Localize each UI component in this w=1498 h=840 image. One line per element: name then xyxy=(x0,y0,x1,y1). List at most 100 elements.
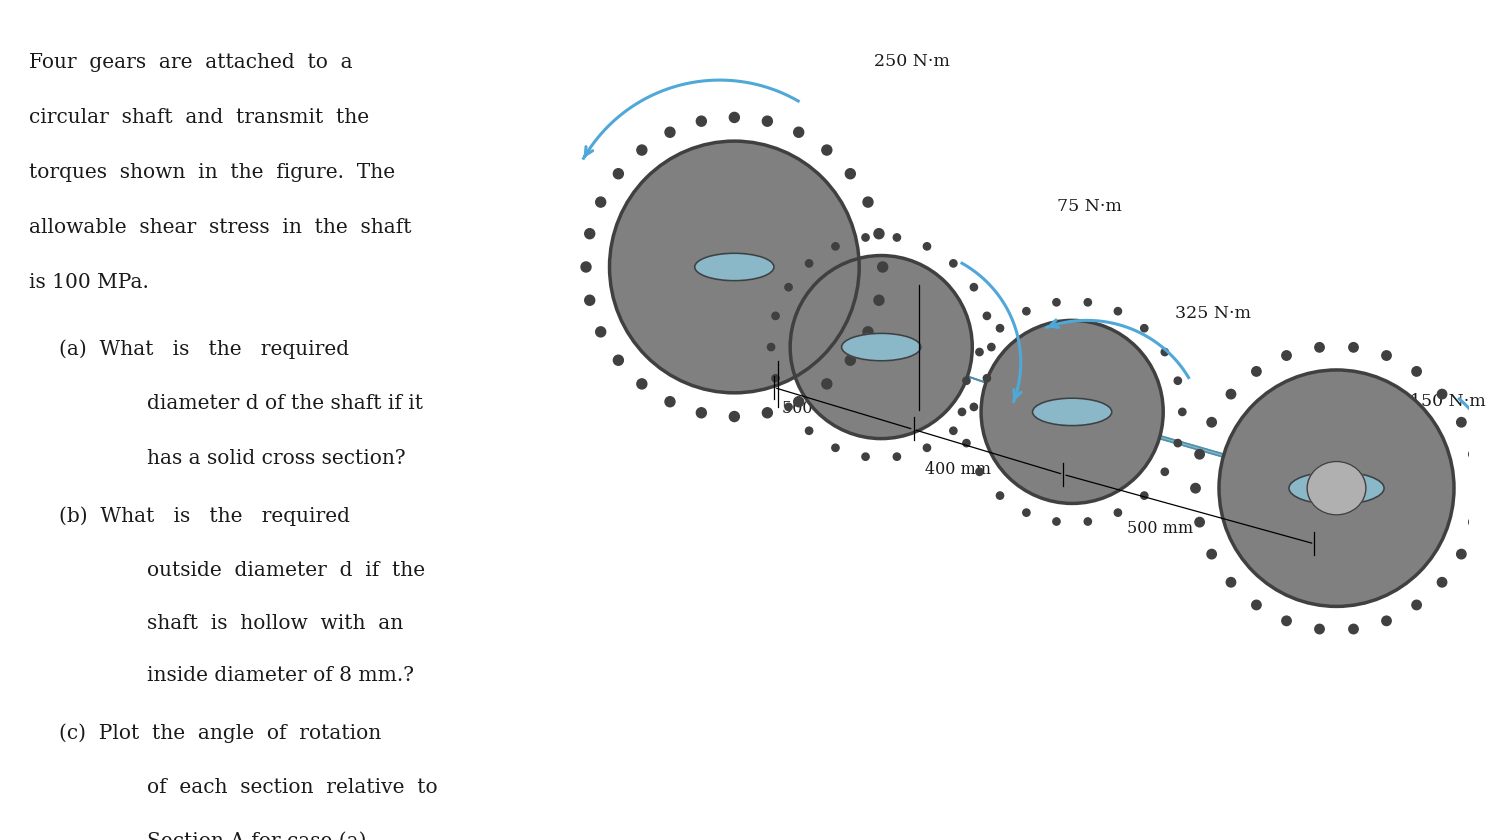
Ellipse shape xyxy=(863,197,873,207)
Ellipse shape xyxy=(996,492,1004,499)
Ellipse shape xyxy=(1085,517,1092,525)
Ellipse shape xyxy=(1252,367,1261,376)
Ellipse shape xyxy=(983,312,990,319)
Ellipse shape xyxy=(789,255,972,438)
Ellipse shape xyxy=(861,453,869,460)
Text: allowable  shear  stress  in  the  shaft: allowable shear stress in the shaft xyxy=(30,218,412,237)
Ellipse shape xyxy=(1174,377,1182,385)
Ellipse shape xyxy=(845,355,855,365)
Ellipse shape xyxy=(1161,349,1168,355)
Text: (c)  Plot  the  angle  of  rotation: (c) Plot the angle of rotation xyxy=(58,723,380,743)
Ellipse shape xyxy=(987,344,995,351)
Ellipse shape xyxy=(637,145,647,155)
Ellipse shape xyxy=(1053,299,1061,306)
Ellipse shape xyxy=(878,262,888,272)
Ellipse shape xyxy=(730,412,740,422)
Ellipse shape xyxy=(1315,343,1324,352)
Ellipse shape xyxy=(981,320,1164,503)
Ellipse shape xyxy=(637,379,647,389)
Polygon shape xyxy=(855,338,1098,421)
Ellipse shape xyxy=(873,228,884,239)
Ellipse shape xyxy=(1288,472,1384,505)
Ellipse shape xyxy=(613,355,623,365)
Polygon shape xyxy=(1046,402,1363,497)
Ellipse shape xyxy=(1023,307,1031,315)
Text: 500 mm: 500 mm xyxy=(1126,520,1194,538)
Ellipse shape xyxy=(1252,601,1261,610)
Ellipse shape xyxy=(1195,449,1204,459)
Ellipse shape xyxy=(1179,408,1186,416)
Ellipse shape xyxy=(1032,398,1112,426)
Ellipse shape xyxy=(1227,578,1236,587)
Ellipse shape xyxy=(785,403,792,411)
Ellipse shape xyxy=(1438,390,1447,399)
Ellipse shape xyxy=(1282,351,1291,360)
Ellipse shape xyxy=(1161,468,1168,475)
Ellipse shape xyxy=(923,243,930,250)
Ellipse shape xyxy=(1115,307,1122,315)
Ellipse shape xyxy=(963,439,971,447)
Text: 325 N·m: 325 N·m xyxy=(1174,305,1251,322)
Ellipse shape xyxy=(863,327,873,337)
Ellipse shape xyxy=(785,284,792,291)
Ellipse shape xyxy=(971,284,978,291)
Ellipse shape xyxy=(1219,370,1455,606)
Ellipse shape xyxy=(1413,367,1422,376)
Text: D: D xyxy=(1366,453,1381,470)
Ellipse shape xyxy=(822,145,831,155)
Ellipse shape xyxy=(1468,449,1479,459)
Ellipse shape xyxy=(893,234,900,241)
Ellipse shape xyxy=(767,344,774,351)
Text: outside  diameter  d  if  the: outside diameter d if the xyxy=(147,561,425,580)
Ellipse shape xyxy=(1456,417,1467,427)
Text: Section A for case (a).: Section A for case (a). xyxy=(147,832,373,840)
Text: 75 N·m: 75 N·m xyxy=(1058,198,1122,215)
Ellipse shape xyxy=(842,333,921,361)
Ellipse shape xyxy=(1207,417,1216,427)
Text: 400 mm: 400 mm xyxy=(924,461,990,479)
Ellipse shape xyxy=(831,243,839,250)
Ellipse shape xyxy=(584,228,595,239)
Ellipse shape xyxy=(806,427,813,434)
Ellipse shape xyxy=(730,113,740,123)
Ellipse shape xyxy=(695,253,774,281)
Ellipse shape xyxy=(806,260,813,267)
Text: is 100 MPa.: is 100 MPa. xyxy=(30,273,150,292)
Text: of  each  section  relative  to: of each section relative to xyxy=(147,778,437,797)
Ellipse shape xyxy=(1381,616,1392,626)
Ellipse shape xyxy=(873,295,884,305)
Ellipse shape xyxy=(963,377,971,385)
Ellipse shape xyxy=(1140,324,1147,332)
Text: 500 mm: 500 mm xyxy=(782,401,848,417)
Text: (a)  What   is   the   required: (a) What is the required xyxy=(58,339,349,359)
Ellipse shape xyxy=(1115,509,1122,517)
Ellipse shape xyxy=(831,444,839,451)
Text: (b)  What   is   the   required: (b) What is the required xyxy=(58,507,349,526)
Ellipse shape xyxy=(1140,492,1147,499)
Text: has a solid cross section?: has a solid cross section? xyxy=(147,449,406,468)
Ellipse shape xyxy=(794,396,804,407)
Text: B: B xyxy=(794,346,807,364)
Ellipse shape xyxy=(1438,578,1447,587)
Text: Four  gears  are  attached  to  a: Four gears are attached to a xyxy=(30,54,354,72)
Ellipse shape xyxy=(923,444,930,451)
Ellipse shape xyxy=(581,262,592,272)
Ellipse shape xyxy=(596,197,605,207)
Text: 150 N·m: 150 N·m xyxy=(1410,393,1486,410)
Ellipse shape xyxy=(975,468,983,475)
Text: 250 N·m: 250 N·m xyxy=(873,54,950,71)
Ellipse shape xyxy=(975,349,983,355)
Ellipse shape xyxy=(1207,549,1216,559)
Text: circular  shaft  and  transmit  the: circular shaft and transmit the xyxy=(30,108,370,128)
Ellipse shape xyxy=(1195,517,1204,527)
Polygon shape xyxy=(709,258,908,356)
Ellipse shape xyxy=(665,396,676,407)
Ellipse shape xyxy=(861,234,869,241)
Ellipse shape xyxy=(1348,343,1359,352)
Ellipse shape xyxy=(893,453,900,460)
Ellipse shape xyxy=(845,169,855,179)
Ellipse shape xyxy=(596,327,605,337)
Ellipse shape xyxy=(950,260,957,267)
Text: shaft  is  hollow  with  an: shaft is hollow with an xyxy=(147,614,403,633)
Ellipse shape xyxy=(610,141,860,393)
